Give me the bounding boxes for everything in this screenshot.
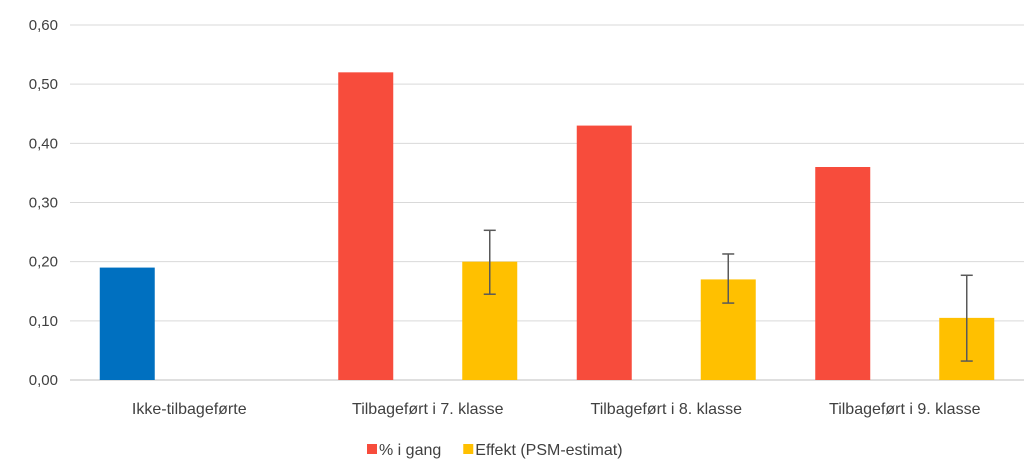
error-bar [960,274,973,362]
category-label: Tilbageført i 8. klasse [591,401,743,418]
error-bar [722,253,735,304]
legend-swatch [463,444,474,454]
category-label: Tilbageført i 9. klasse [829,401,981,418]
gridlines [70,24,1024,381]
y-tick-label: 0,00 [29,372,58,389]
bar-pct-i-gang [338,72,394,380]
y-tick-label: 0,30 [29,195,58,212]
y-tick-label: 0,50 [29,76,58,93]
legend-entry: % i gang [367,442,441,459]
legend: % i gang Effekt (PSM-estimat) [367,442,623,459]
bar-pct-i-gang [815,167,871,380]
category-label: Tilbageført i 7. klasse [352,401,504,418]
bars [99,72,995,380]
y-tick-label: 0,20 [29,254,58,271]
y-tick-label: 0,10 [29,313,58,330]
y-axis-ticks: 0,00 0,10 0,20 0,30 0,40 0,50 0,60 [29,17,58,389]
error-bars [483,229,973,362]
category-label: Ikke-tilbageførte [132,401,247,418]
y-tick-label: 0,40 [29,135,58,152]
bar-pct-i-gang [576,125,632,380]
legend-swatch [367,444,377,454]
legend-label: % i gang [379,442,441,459]
y-tick-label: 0,60 [29,17,58,34]
bar-pct-i-gang [99,267,155,380]
error-bar [483,229,496,295]
legend-label: Effekt (PSM-estimat) [475,442,622,459]
category-labels: Ikke-tilbageførte Tilbageført i 7. klasse… [132,401,981,418]
legend-entry: Effekt (PSM-estimat) [463,442,623,459]
